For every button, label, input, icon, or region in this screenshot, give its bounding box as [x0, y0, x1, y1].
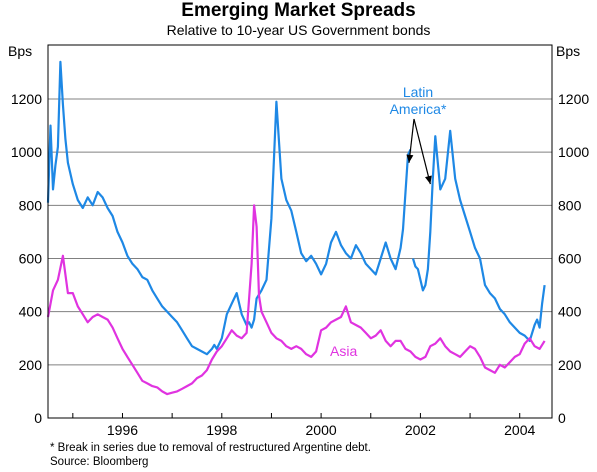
latin-america-label-line1: Latin: [403, 84, 433, 100]
gridlines: [48, 98, 552, 366]
chart-subtitle: Relative to 10-year US Government bonds: [166, 22, 431, 38]
y-tick-left-600: 600: [19, 251, 43, 267]
y-tick-left-1200: 1200: [11, 91, 42, 107]
series-asia-segment-0: [46, 204, 546, 396]
series-latin-america-segment-1: [411, 129, 546, 342]
y-tick-labels-right: 0 200 400 600 800 1000 1200: [558, 91, 589, 426]
x-tick-1998: 1998: [206, 422, 237, 438]
source-note: Source: Bloomberg: [50, 456, 149, 468]
y-tick-right-400: 400: [558, 304, 582, 320]
series-lines: [46, 60, 546, 396]
annotations: Latin America* Asia: [330, 84, 447, 359]
footnote: * Break in series due to removal of rest…: [50, 442, 371, 454]
arrow-latam-2-head: [425, 175, 432, 185]
y-tick-labels-left: 0 200 400 600 800 1000 1200: [11, 91, 42, 426]
latin-america-label-line2: America*: [390, 101, 447, 117]
y-tick-left-400: 400: [19, 304, 43, 320]
x-tick-1996: 1996: [107, 422, 138, 438]
y-tick-right-1200: 1200: [558, 91, 589, 107]
y-tick-left-1000: 1000: [11, 144, 42, 160]
series-latin-america-segment-0: [46, 60, 412, 356]
x-tick-labels: 1996 1998 2000 2002 2004: [72, 413, 536, 438]
y-tick-right-0: 0: [558, 410, 566, 426]
y-tick-left-800: 800: [19, 197, 43, 213]
y-tick-left-0: 0: [34, 410, 42, 426]
annotation-arrows: [406, 118, 432, 185]
y-tick-right-1000: 1000: [558, 144, 589, 160]
arrow-latam-1-head: [406, 154, 414, 163]
arrow-latam-2-shaft: [413, 118, 431, 185]
chart-title: Emerging Market Spreads: [181, 0, 416, 21]
x-tick-2000: 2000: [306, 422, 337, 438]
asia-label: Asia: [330, 343, 357, 359]
plot-frame: [47, 44, 553, 419]
y-axis-unit-right: Bps: [556, 43, 581, 59]
y-axis-unit-left: Bps: [8, 43, 33, 59]
x-tick-2004: 2004: [504, 422, 535, 438]
y-tick-right-800: 800: [558, 197, 582, 213]
y-tick-right-200: 200: [558, 357, 582, 373]
x-tick-2002: 2002: [405, 422, 436, 438]
y-tick-right-600: 600: [558, 251, 582, 267]
y-tick-left-200: 200: [19, 357, 43, 373]
